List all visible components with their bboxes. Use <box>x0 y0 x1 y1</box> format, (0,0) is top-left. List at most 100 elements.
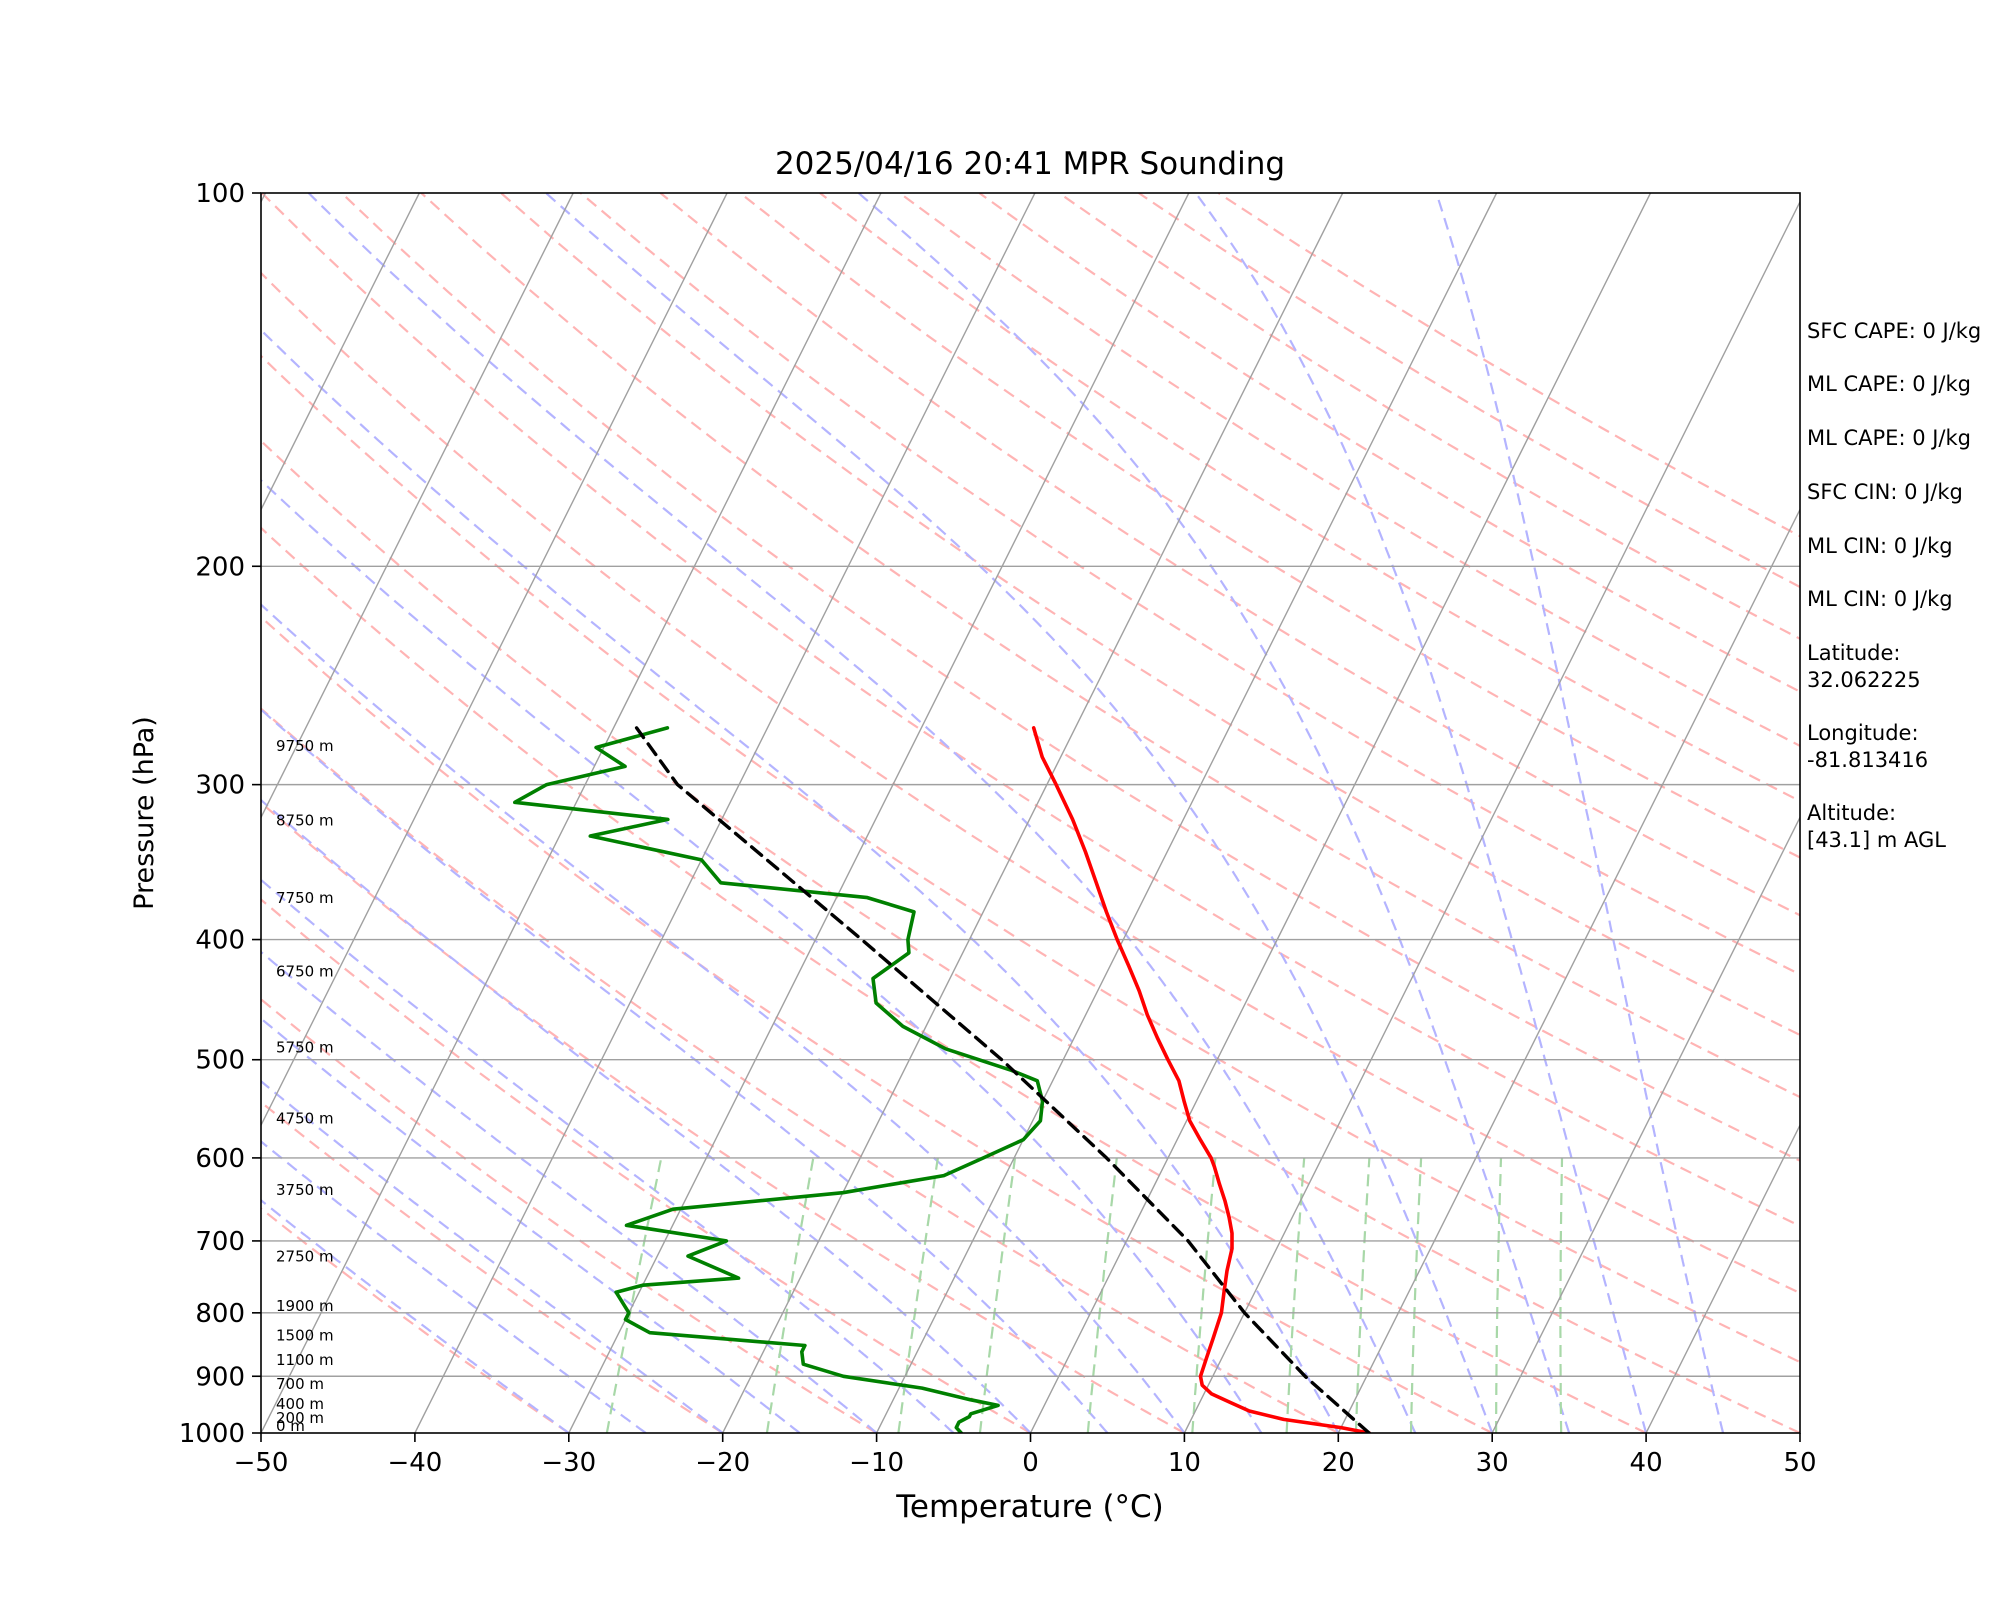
dry-adiabat <box>978 193 1800 693</box>
x-tick-label: 30 <box>1476 1448 1509 1478</box>
dry-adiabat <box>261 997 878 1433</box>
dry-adiabat <box>261 1207 570 1433</box>
isotherm <box>0 193 112 1433</box>
moist-adiabat <box>1194 193 1648 1433</box>
height-label: 1100 m <box>276 1351 334 1369</box>
height-label: 400 m <box>276 1395 324 1413</box>
y-tick-label: 600 <box>195 1144 245 1174</box>
stat-sfc-cape: SFC CAPE: 0 J/kg <box>1807 319 1982 343</box>
dry-adiabat <box>261 193 1800 1228</box>
x-tick-label: −20 <box>695 1448 750 1478</box>
x-tick-label: −30 <box>541 1448 596 1478</box>
stat-latitude: Latitude: 32.062225 <box>1807 641 1921 692</box>
dry-adiabat <box>898 193 1800 748</box>
y-tick-label: 400 <box>195 926 245 956</box>
dry-adiabat <box>819 193 1800 803</box>
temperature-line <box>1031 726 1371 1433</box>
y-tick-label: 800 <box>195 1299 245 1329</box>
dry-adiabat <box>261 526 1647 1433</box>
isotherm <box>261 193 882 1433</box>
stat-altitude: Altitude: [43.1] m AGL <box>1807 801 1946 852</box>
dewpoint-line <box>513 726 1045 1433</box>
y-axis-label: Pressure (hPa) <box>129 716 160 910</box>
moist-adiabat <box>261 478 1263 1433</box>
moist-adiabat <box>1435 193 1725 1433</box>
y-tick-label: 200 <box>195 552 245 582</box>
x-tick-label: 0 <box>1022 1448 1039 1478</box>
moist-adiabat <box>261 878 955 1433</box>
isotherm <box>1029 193 1652 1433</box>
dry-adiabat <box>420 193 1800 1099</box>
moist-adiabat <box>261 950 878 1433</box>
height-label: 0 m <box>276 1417 305 1435</box>
chart-title: 2025/04/16 20:41 MPR Sounding <box>775 146 1285 182</box>
x-tick-label: −50 <box>234 1448 289 1478</box>
sounding-lines <box>513 726 1371 1433</box>
height-label: 5750 m <box>276 1038 334 1056</box>
parcel-line <box>634 726 1371 1433</box>
dry-adiabat <box>739 193 1800 859</box>
stat-sfc-cin: SFC CIN: 0 J/kg <box>1807 480 1963 504</box>
isotherm <box>1337 508 1800 1433</box>
mixing-ratio-line <box>605 1157 663 1433</box>
dry-adiabat <box>261 615 1493 1433</box>
stat-longitude: Longitude: -81.813416 <box>1807 721 1929 772</box>
mixing-ratio-line <box>978 1157 1017 1433</box>
mixing-ratio-line <box>1495 1157 1503 1433</box>
dry-adiabat <box>261 354 1800 1364</box>
y-tick-label: 900 <box>195 1362 245 1392</box>
stat-ml-cin: ML CIN: 0 J/kg <box>1807 534 1953 558</box>
y-tick-label: 500 <box>195 1046 245 1076</box>
mixing-ratio-line <box>1409 1157 1423 1433</box>
dry-adiabat <box>261 271 1800 1295</box>
moist-adiabat <box>261 603 1186 1433</box>
moist-adiabat <box>857 193 1571 1433</box>
moist-adiabat <box>261 798 1032 1433</box>
moist-adiabat <box>261 1079 724 1433</box>
dry-adiabat <box>261 898 1032 1433</box>
y-axis: 100 200 300 400 500 600 700 800 900 1000 <box>179 179 261 1449</box>
stat-ml-cin-2: ML CIN: 0 J/kg <box>1807 587 1953 611</box>
x-tick-label: 40 <box>1630 1448 1663 1478</box>
y-tick-label: 300 <box>195 771 245 801</box>
background-lines <box>0 193 1800 1433</box>
isotherm <box>261 193 420 512</box>
dry-adiabat <box>261 707 1339 1433</box>
isotherm <box>722 193 1344 1433</box>
moist-adiabat <box>261 328 1340 1433</box>
mixing-ratio-line <box>1354 1157 1371 1433</box>
x-tick-label: 50 <box>1783 1448 1816 1478</box>
x-axis-label: Temperature (°C) <box>895 1489 1164 1525</box>
plot-frame <box>260 192 1801 1434</box>
height-label: 8750 m <box>276 812 334 830</box>
height-label: 6750 m <box>276 963 334 981</box>
height-label: 1900 m <box>276 1297 334 1315</box>
moist-adiabat <box>545 193 1494 1433</box>
isotherm <box>568 193 1190 1433</box>
stat-ml-cape-2: ML CAPE: 0 J/kg <box>1807 426 1972 450</box>
moist-adiabat <box>261 708 1109 1433</box>
isotherm <box>1491 815 1800 1433</box>
dry-adiabat <box>261 439 1800 1433</box>
height-label: 200 m <box>276 1409 324 1427</box>
isotherm <box>414 193 1036 1433</box>
height-label: 700 m <box>276 1375 324 1393</box>
y-tick-label: 100 <box>195 179 245 209</box>
x-axis: −50 −40 −30 −20 −10 0 10 20 30 40 50 <box>234 1433 1817 1478</box>
isotherm <box>1183 200 1800 1433</box>
dry-adiabat <box>340 193 1800 1162</box>
isotherm <box>1645 1123 1800 1433</box>
height-label: 2750 m <box>276 1248 334 1266</box>
isotherm <box>261 193 574 819</box>
dry-adiabat <box>500 193 1800 1037</box>
moist-adiabat <box>261 1017 801 1433</box>
height-label: 4750 m <box>276 1110 334 1128</box>
dry-adiabat <box>261 1100 724 1433</box>
y-tick-label: 700 <box>195 1227 245 1257</box>
height-label: 1500 m <box>276 1326 334 1344</box>
y-tick-label: 1000 <box>179 1419 245 1449</box>
x-tick-label: −40 <box>387 1448 442 1478</box>
stat-ml-cape: ML CAPE: 0 J/kg <box>1807 372 1972 396</box>
